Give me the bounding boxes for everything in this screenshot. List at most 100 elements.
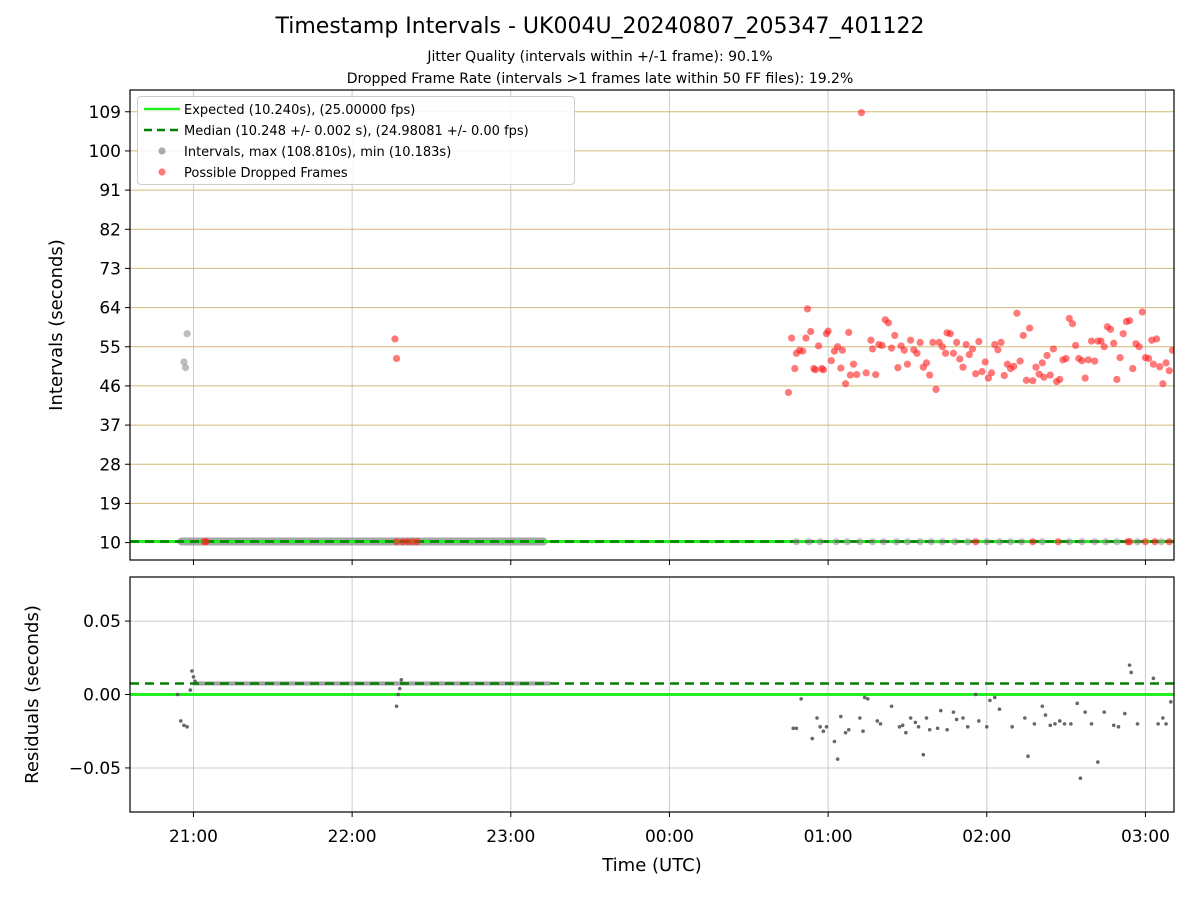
dropped-frame-point-128 [1149, 360, 1157, 368]
dropped-frame-point-78 [994, 346, 1002, 354]
dropped-frame-point-116 [1113, 375, 1121, 383]
dropped-frame-point-131 [1159, 380, 1167, 388]
dropped-frame-point-80 [1000, 371, 1008, 380]
late-interval-point-18 [1018, 538, 1026, 546]
dropped-frame-point-137 [1054, 538, 1062, 546]
residual-point-0 [175, 692, 180, 697]
residuals-xtick-label-0: 21:00 [169, 827, 218, 847]
residual-point-10 [397, 686, 402, 691]
residual-point-40 [927, 727, 932, 732]
dropped-frame-point-139 [1125, 538, 1134, 546]
dropped-frame-point-126 [1145, 354, 1153, 363]
intervals-ytick-label-7: 73 [99, 259, 121, 279]
intervals-y-axis-label: Intervals (seconds) [46, 239, 67, 411]
residual-point-34 [904, 730, 908, 735]
dropped-frame-point-88 [1026, 324, 1034, 332]
residual-point-11 [399, 678, 404, 682]
residual-point-81 [1169, 700, 1173, 704]
dropped-frame-point-44 [887, 344, 896, 352]
dropped-frame-point-70 [968, 345, 977, 353]
residual-point-15 [810, 736, 815, 741]
residual-point-3 [185, 725, 189, 729]
intervals-ytick-label-5: 55 [99, 338, 121, 358]
dropped-frame-point-37 [867, 336, 875, 344]
dropped-frame-point-135 [972, 538, 980, 546]
residual-point-60 [1048, 723, 1053, 728]
dropped-frame-point-89 [1029, 377, 1037, 385]
residual-point-66 [1078, 776, 1083, 781]
residual-point-74 [1127, 663, 1132, 667]
dropped-frame-point-52 [913, 349, 921, 357]
dropped-frame-point-76 [987, 369, 996, 377]
dropped-frame-point-46 [894, 364, 902, 372]
dropped-frame-point-115 [1110, 339, 1118, 347]
residuals-y-axis-label: Residuals (seconds) [22, 605, 43, 784]
dropped-frame-point-107 [1084, 356, 1092, 364]
dropped-frame-point-9 [784, 388, 793, 397]
residual-point-47 [965, 725, 970, 729]
residual-point-68 [1089, 722, 1094, 726]
dropped-frame-point-63 [946, 330, 954, 338]
residual-point-44 [951, 710, 956, 714]
dropped-frame-point-72 [975, 337, 983, 346]
late-interval-point-26 [1157, 538, 1165, 546]
residual-point-7 [193, 679, 197, 684]
late-interval-point-9 [903, 538, 912, 546]
dropped-frame-point-53 [916, 338, 924, 347]
residual-point-2 [182, 723, 186, 728]
residuals-ytick-label-2: 0.05 [83, 612, 121, 632]
dropped-frame-point-20 [814, 342, 823, 350]
dropped-frame-point-118 [1119, 330, 1127, 338]
late-interval-point-13 [951, 538, 959, 546]
dropped-frame-point-15 [802, 334, 810, 342]
chart-legend: Expected (10.240s), (25.00000 fps) Media… [137, 96, 575, 185]
residual-point-48 [973, 692, 978, 697]
dropped-frame-point-86 [1019, 331, 1027, 340]
late-interval-point-4 [843, 538, 851, 546]
dropped-frame-point-117 [1116, 354, 1124, 362]
late-interval-point-8 [892, 538, 900, 546]
dropped-frame-point-77 [991, 340, 999, 349]
dropped-frame-point-83 [1010, 362, 1018, 370]
dropped-frame-point-79 [997, 338, 1005, 347]
late-interval-point-0 [792, 538, 800, 546]
late-interval-point-16 [995, 538, 1004, 546]
dropped-frame-point-3 [392, 354, 401, 363]
dropped-frame-point-121 [1129, 364, 1137, 373]
residual-point-55 [1023, 716, 1027, 720]
residual-point-26 [861, 729, 865, 734]
residual-point-62 [1057, 719, 1062, 723]
dropped-frame-point-25 [827, 357, 835, 365]
dropped-frame-point-16 [803, 305, 812, 313]
residual-point-50 [984, 725, 989, 729]
dropped-frame-point-141 [1151, 538, 1159, 546]
residual-point-22 [839, 714, 843, 719]
residual-point-6 [191, 675, 196, 679]
dropped-frame-point-95 [1046, 371, 1054, 379]
residuals-xtick-label-1: 22:00 [328, 827, 377, 847]
residual-point-19 [824, 725, 829, 729]
residual-point-16 [815, 716, 819, 720]
dropped-frame-point-85 [1016, 357, 1024, 365]
residual-point-65 [1075, 701, 1080, 706]
dropped-frame-point-142 [1165, 538, 1173, 546]
residual-point-37 [916, 725, 921, 729]
dropped-frame-point-32 [846, 371, 854, 379]
dropped-frame-point-109 [1091, 357, 1099, 365]
dropped-frame-point-19 [811, 366, 820, 374]
residual-point-12 [791, 726, 796, 731]
late-interval-point-7 [880, 538, 888, 546]
dropped-frame-point-129 [1152, 335, 1161, 343]
residuals-xtick-label-2: 23:00 [486, 827, 535, 847]
residual-point-78 [1156, 722, 1160, 726]
legend-item-median: Median (10.248 +/- 0.002 s), (24.98081 +… [138, 120, 574, 140]
dropped-frame-point-114 [1106, 325, 1115, 333]
dropped-frame-point-17 [807, 327, 815, 336]
late-interval-point-21 [1078, 538, 1086, 546]
dropped-frame-point-73 [978, 367, 986, 376]
intervals-frame [129, 89, 1175, 561]
residual-point-30 [878, 722, 883, 726]
residual-point-49 [977, 719, 981, 723]
late-interval-point-6 [868, 538, 877, 546]
